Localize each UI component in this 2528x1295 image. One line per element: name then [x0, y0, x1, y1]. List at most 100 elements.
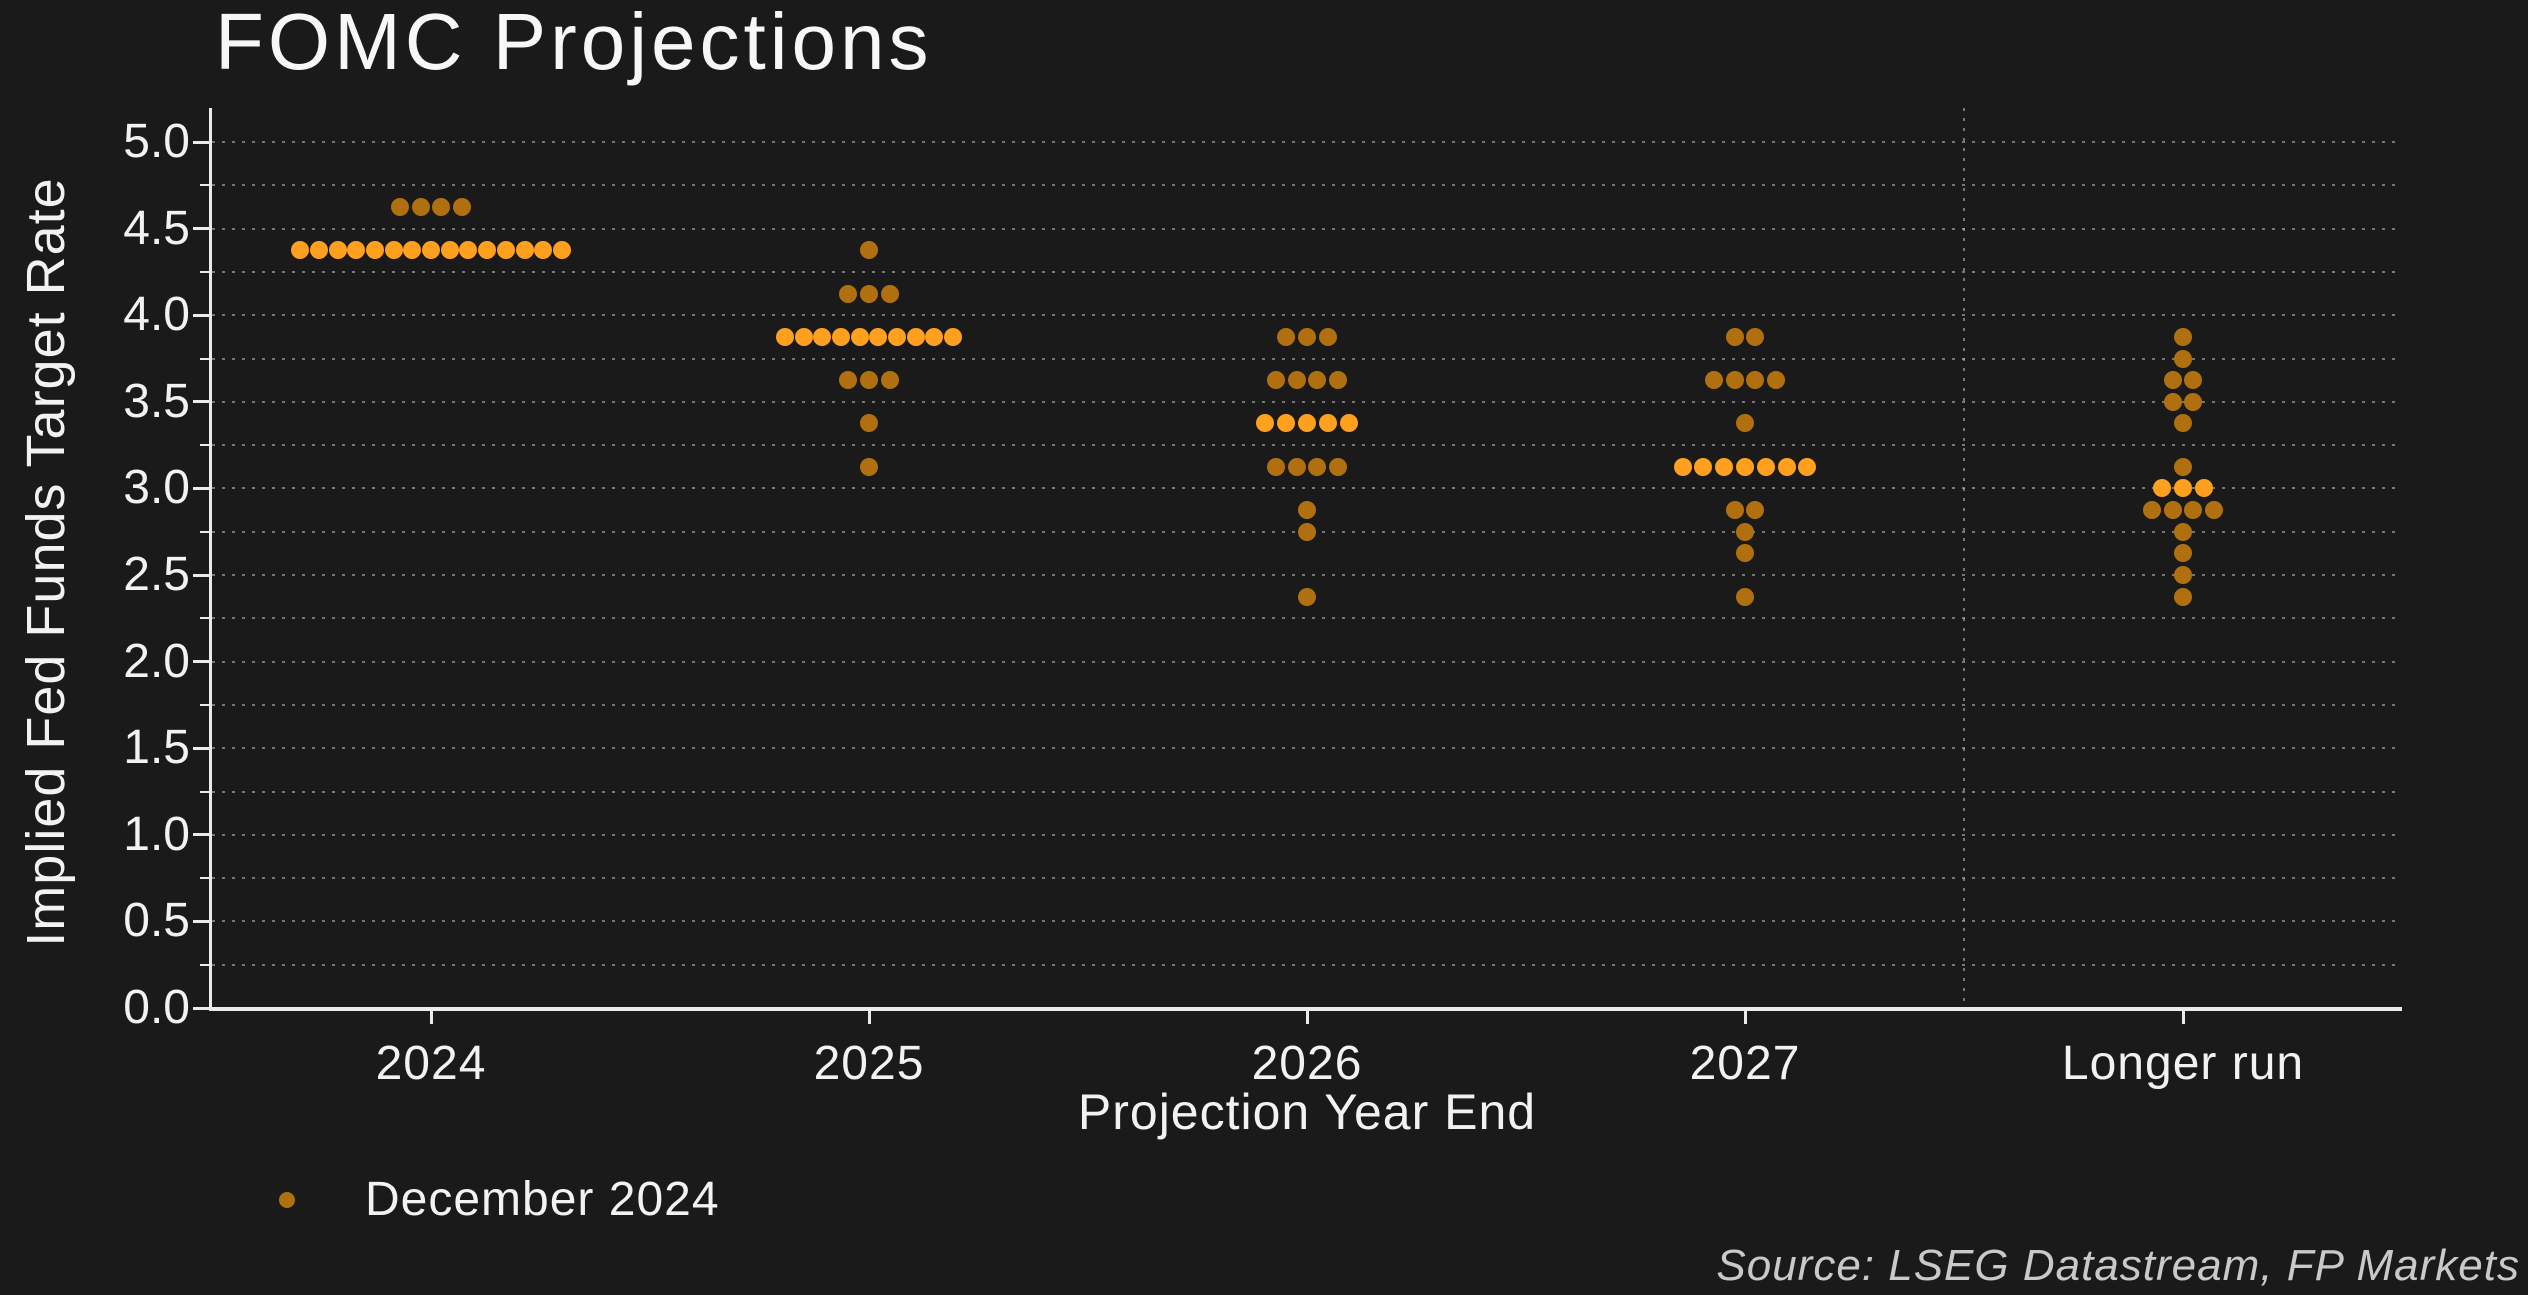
x-axis-tick	[1305, 1008, 1309, 1024]
x-tick-label: 2024	[375, 1037, 487, 1090]
gridline-horizontal	[212, 660, 2402, 663]
y-tick-label: 2.5	[123, 548, 190, 601]
projection-dot	[860, 284, 878, 303]
projection-dot	[515, 241, 534, 260]
gridline-horizontal	[212, 790, 2402, 793]
y-axis-tick	[193, 313, 209, 317]
projection-dot	[1266, 457, 1285, 476]
x-tick-label: 2025	[813, 1037, 925, 1090]
y-axis-tick	[193, 227, 209, 231]
projection-dot	[1298, 414, 1316, 433]
projection-dot	[860, 414, 878, 433]
projection-dot	[1318, 327, 1337, 346]
y-tick-label: 3.5	[123, 374, 190, 428]
y-axis-minor-tick	[200, 184, 209, 187]
projection-dot	[1318, 414, 1337, 433]
x-axis-tick	[1743, 1008, 1747, 1024]
y-axis-minor-tick	[200, 703, 209, 706]
y-tick-label: 3.0	[123, 461, 190, 515]
projection-dot	[1704, 371, 1723, 390]
y-axis-tick	[193, 746, 209, 750]
gridline-horizontal	[212, 617, 2402, 620]
legend-label: December 2024	[365, 1173, 720, 1226]
x-axis-tick	[429, 1008, 433, 1024]
gridline-horizontal	[212, 357, 2402, 360]
gridline-horizontal	[212, 184, 2402, 187]
y-axis-spine	[209, 108, 212, 1011]
y-axis-minor-tick	[200, 877, 209, 880]
projection-dot	[365, 241, 384, 260]
projection-dot	[1298, 327, 1316, 346]
projection-dot	[880, 284, 899, 303]
y-axis-minor-tick	[200, 270, 209, 273]
y-tick-label: 0.0	[123, 981, 190, 1034]
gridline-horizontal	[212, 141, 2402, 143]
projection-dot	[2163, 501, 2182, 520]
projection-dot	[1725, 327, 1744, 346]
projection-dot	[880, 371, 899, 390]
projection-dot	[403, 241, 422, 260]
projection-dot	[1746, 371, 1765, 390]
projection-dot	[2174, 479, 2192, 498]
x-axis-label: Projection Year End	[1077, 1084, 1537, 1140]
projection-dot	[1736, 522, 1754, 541]
projection-dot	[2174, 457, 2192, 476]
projection-dot	[1277, 327, 1296, 346]
y-axis-minor-tick	[200, 444, 209, 447]
projection-dot	[2174, 587, 2192, 606]
projection-dot	[534, 241, 553, 260]
projection-dot	[1777, 457, 1796, 476]
projection-dot	[2174, 544, 2192, 563]
projection-dot	[860, 371, 878, 390]
legend-marker-dot	[279, 1192, 295, 1208]
projection-dot	[440, 241, 459, 260]
gridline-horizontal	[212, 747, 2402, 750]
projection-dot	[1339, 414, 1358, 433]
y-axis-minor-tick	[200, 530, 209, 533]
projection-dot	[1298, 501, 1316, 520]
x-tick-label: Longer run	[2061, 1037, 2305, 1090]
projection-dot	[1298, 522, 1316, 541]
projection-dot	[1746, 327, 1765, 346]
gridline-horizontal	[212, 703, 2402, 706]
projection-dot	[869, 327, 888, 346]
projection-dot	[496, 241, 515, 260]
gridline-horizontal	[212, 270, 2402, 273]
x-axis-tick	[2181, 1008, 2185, 1024]
y-axis-minor-tick	[200, 963, 209, 966]
legend: December 2024	[279, 1172, 720, 1228]
projection-dot	[1767, 371, 1786, 390]
projection-dot	[813, 327, 832, 346]
gridline-horizontal	[212, 487, 2402, 490]
y-axis-tick	[193, 573, 209, 577]
projection-dot	[453, 197, 472, 216]
projection-dot	[1694, 457, 1713, 476]
y-tick-label: 5.0	[123, 115, 190, 168]
gridline-vertical-separator	[1963, 108, 1965, 1008]
projection-dot	[2163, 371, 2182, 390]
projection-dot	[1298, 587, 1316, 606]
y-axis-minor-tick	[200, 357, 209, 360]
gridline-horizontal	[212, 920, 2402, 923]
projection-dot	[2163, 392, 2182, 411]
x-tick-label: 2027	[1689, 1037, 1801, 1090]
gridline-horizontal	[212, 227, 2402, 230]
x-axis-tick	[867, 1008, 871, 1024]
projection-dot	[2174, 414, 2192, 433]
projection-dot	[1725, 501, 1744, 520]
projection-dot	[1329, 457, 1348, 476]
gridline-horizontal	[212, 963, 2402, 966]
projection-dot	[925, 327, 944, 346]
gridline-horizontal	[212, 400, 2402, 403]
projection-dot	[1308, 457, 1327, 476]
projection-dot	[860, 241, 878, 260]
y-axis-tick	[193, 919, 209, 923]
projection-dot	[328, 241, 347, 260]
gridline-horizontal	[212, 444, 2402, 447]
projection-dot	[1746, 501, 1765, 520]
gridline-horizontal	[212, 877, 2402, 880]
projection-dot	[839, 371, 858, 390]
projection-dot	[831, 327, 850, 346]
y-axis-tick	[193, 1006, 209, 1010]
